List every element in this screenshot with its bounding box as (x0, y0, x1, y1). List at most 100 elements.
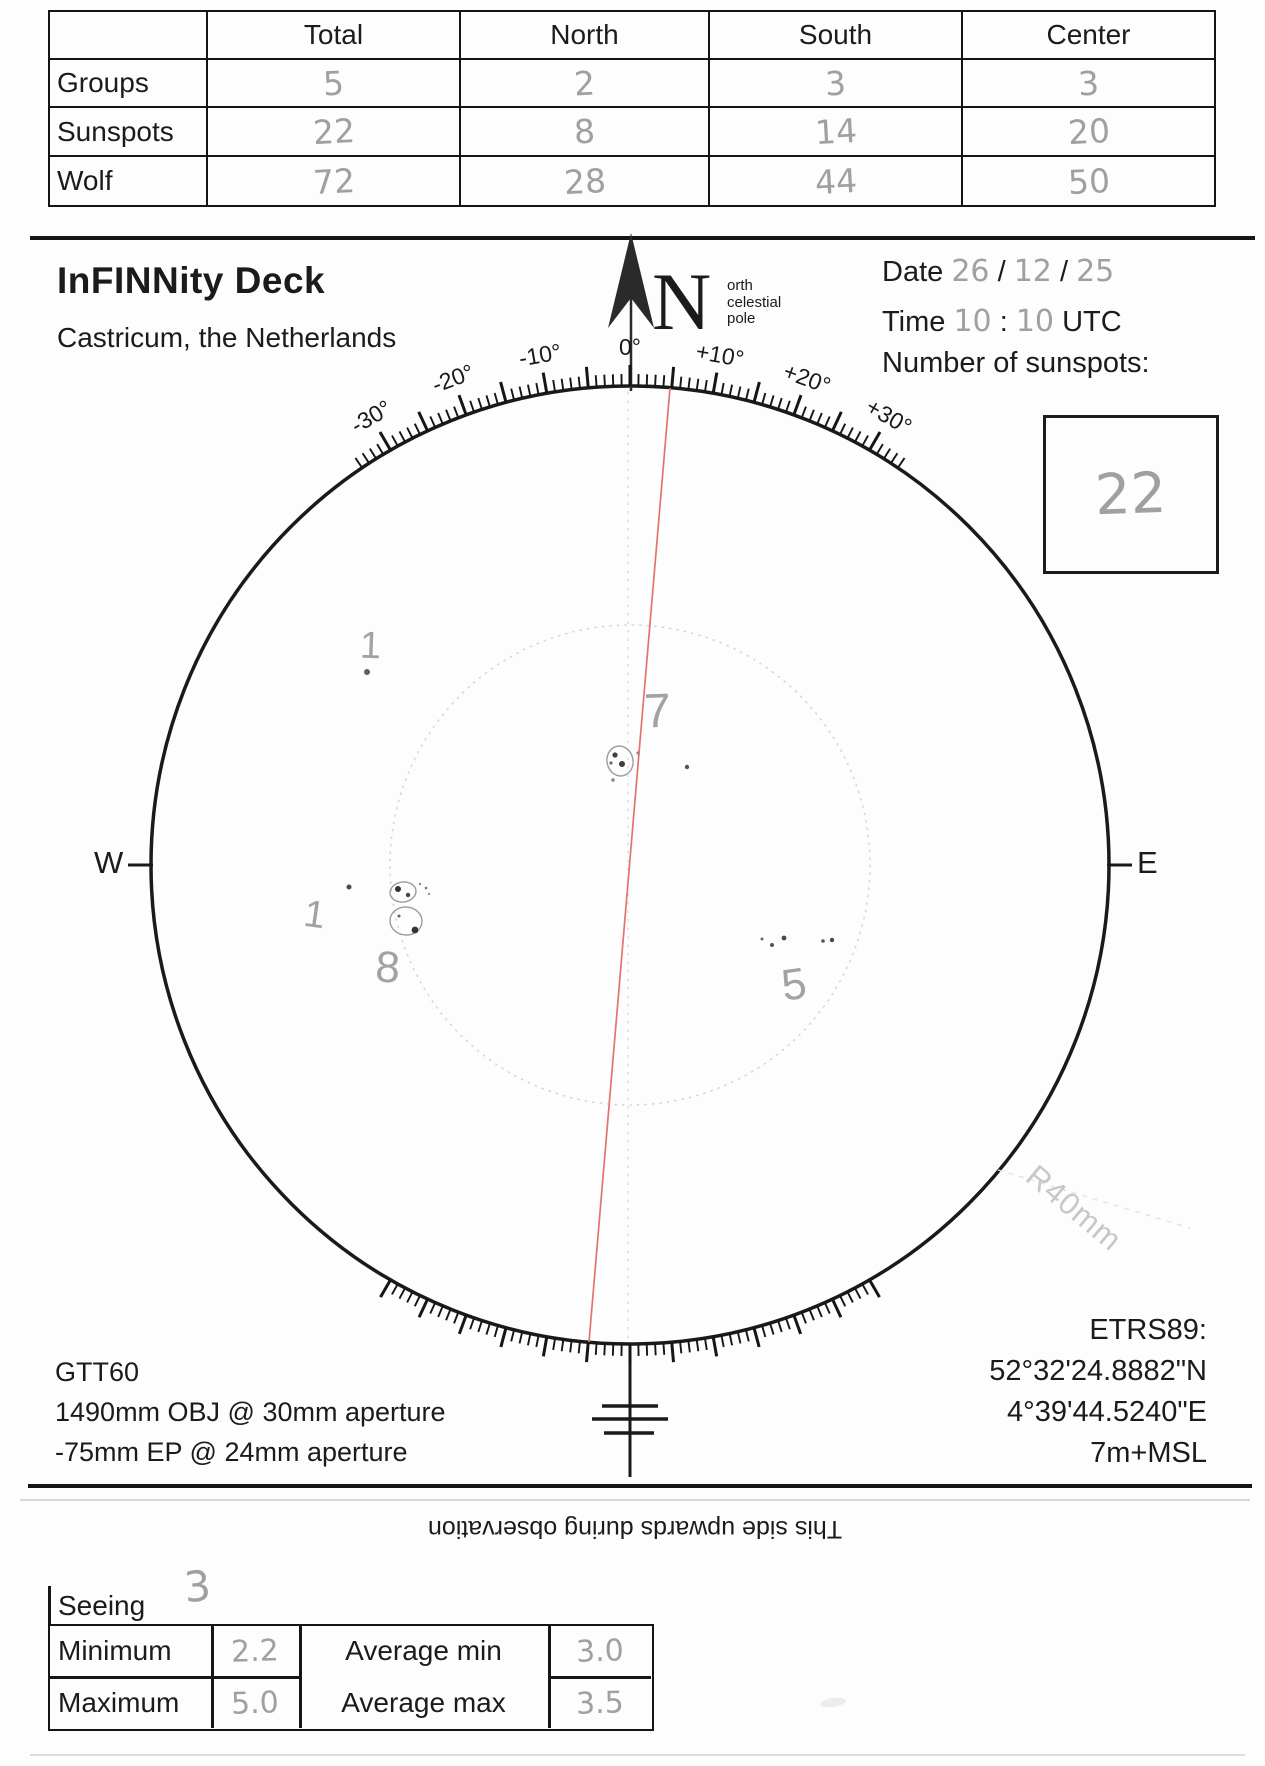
top-scale-tick (875, 443, 884, 455)
top-scale-tick (785, 400, 791, 413)
top-scale-tick (861, 435, 869, 447)
date-separator: / (997, 256, 1006, 288)
sunspot-mark (612, 752, 618, 758)
bottom-scale-tick (510, 1329, 516, 1342)
station-name: InFINNity Deck (57, 260, 326, 301)
seeing-table-border (548, 1676, 651, 1679)
top-scale-tick (703, 379, 708, 393)
top-scale-tick (569, 377, 573, 390)
sunspot-mark (424, 886, 428, 890)
north-arrow-icon (608, 233, 654, 328)
bottom-scale-tick (569, 1340, 573, 1353)
radius-leader-line (997, 1169, 1191, 1229)
seeing-left-bar (48, 1586, 51, 1626)
north-caption-line: celestial (727, 293, 782, 311)
top-scale-tick (535, 382, 540, 395)
handwritten-value: 2.2 (230, 1632, 280, 1670)
sunspot-mark (397, 914, 401, 918)
top-scale-tick (378, 431, 392, 451)
bottom-scale-tick (499, 1327, 508, 1348)
bottom-scale-tick (398, 1287, 406, 1299)
station-location: Castricum, the Netherlands (57, 322, 397, 353)
top-scale-tick (493, 392, 499, 405)
bottom-scale-tick (854, 1287, 862, 1299)
date-month-value: 12 (1013, 254, 1052, 289)
summary-corner-cell (48, 10, 208, 60)
bottom-scale-tick (585, 1342, 590, 1363)
top-scale-tick (670, 366, 676, 388)
degree-label: -10° (517, 338, 563, 371)
sunspot-mark (821, 939, 825, 943)
top-scale-tick (792, 394, 803, 416)
bottom-scale-tick (594, 1342, 598, 1355)
bottom-scale-tick (406, 1291, 414, 1303)
row-label-groups: Groups (48, 58, 208, 108)
top-scale-tick (728, 384, 734, 397)
sunspot-count-label: Number of sunspots: (882, 347, 1150, 380)
telescope-eyepiece: -75mm EP @ 24mm aperture (55, 1437, 408, 1467)
bottom-scale-tick (744, 1329, 750, 1342)
bottom-scale-tick (679, 1341, 683, 1354)
bottom-scale-tick (662, 1342, 666, 1355)
coords-elevation: 7m+MSL (1090, 1437, 1207, 1469)
seeing-title: Seeing (58, 1590, 146, 1621)
top-scale-tick (445, 409, 452, 422)
top-scale-tick (769, 395, 775, 408)
bottom-scale-tick (823, 1302, 831, 1314)
top-scale-tick (354, 457, 363, 469)
groups-center-value: 3 (961, 58, 1216, 108)
telescope-model: GTT60 (55, 1357, 140, 1387)
bottom-scale-tick (457, 1314, 468, 1335)
sunspot-mark (346, 884, 352, 890)
top-scale-tick (499, 381, 508, 403)
date-separator: / (1059, 256, 1069, 288)
bottom-scale-tick (769, 1322, 775, 1335)
bottom-scale-tick (846, 1291, 854, 1303)
handwritten-value: 5.0 (230, 1684, 280, 1722)
bottom-scale-tick (379, 1279, 392, 1298)
west-label: W (94, 845, 124, 880)
groups-north-value: 2 (459, 58, 710, 108)
seeing-table: Minimum 2.2 Average min 3.0 Maximum 5.0 … (48, 1624, 654, 1731)
average-min-value: 3.0 (548, 1626, 651, 1676)
sunspot-mark (405, 892, 411, 898)
row-label-wolf: Wolf (48, 155, 208, 207)
top-scale-tick (897, 457, 906, 469)
footer-divider (28, 1484, 1252, 1488)
seeing-table-border (50, 1676, 301, 1679)
bottom-scale-tick (469, 1317, 475, 1330)
east-label: E (1137, 845, 1158, 880)
top-scale-tick (417, 411, 429, 432)
top-scale-tick (584, 366, 590, 388)
bottom-scale-tick (816, 1305, 823, 1318)
bottom-scale-tick (861, 1283, 869, 1295)
sunspot-mark (684, 764, 690, 770)
top-scale-tick (413, 423, 421, 435)
bottom-scale-tick (445, 1308, 452, 1321)
top-scale-tick (736, 386, 742, 399)
sunspots-center-value: 20 (961, 106, 1216, 157)
north-letter: N (652, 256, 712, 347)
degree-label: -30° (346, 395, 396, 439)
top-scale-tick (720, 382, 725, 395)
groups-south-value: 3 (708, 58, 963, 108)
top-scale-tick (477, 397, 483, 410)
sunspot-mark (395, 886, 401, 892)
bottom-scale-tick (437, 1305, 444, 1318)
top-scale-tick (429, 416, 437, 428)
sunspot-count-box: 22 (1043, 415, 1219, 574)
handwritten-group-count: 5 (778, 959, 809, 1011)
summary-header-center: Center (961, 10, 1216, 60)
sunspot-mark (411, 926, 419, 934)
bottom-scale-tick (808, 1308, 815, 1321)
bottom-scan-line (30, 1754, 1245, 1756)
top-scale-tick (679, 376, 683, 389)
top-scale-tick (816, 412, 823, 425)
top-scale-tick (369, 448, 377, 460)
average-max-value: 3.5 (548, 1678, 651, 1728)
bottom-scale-tick (720, 1335, 725, 1348)
bottom-scale-tick (493, 1325, 499, 1338)
wolf-total-value: 72 (206, 155, 461, 207)
sunspot-penumbra (606, 745, 634, 777)
time-row: Time 10 : 10 UTC (882, 304, 1122, 339)
